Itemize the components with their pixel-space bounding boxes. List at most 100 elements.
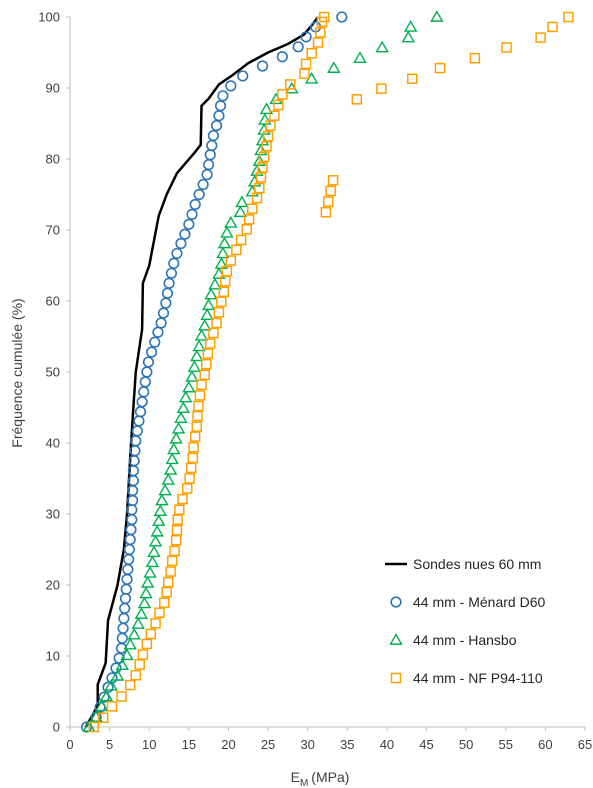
- data-point-triangle: [110, 668, 125, 681]
- data-point-square: [225, 255, 237, 266]
- data-point-circle: [122, 563, 134, 575]
- data-point-circle: [125, 524, 137, 536]
- data-point-circle: [142, 356, 155, 368]
- data-point-square: [320, 207, 332, 218]
- x-tick-label: 5: [106, 737, 113, 752]
- data-point-triangle: [192, 339, 206, 352]
- data-point-circle: [201, 169, 213, 181]
- data-point-triangle: [165, 452, 179, 465]
- data-point-square: [98, 712, 109, 724]
- chart-marks: [81, 10, 574, 733]
- legend-item: Sondes nues 60 mm: [385, 556, 541, 572]
- data-point-square: [235, 234, 247, 246]
- data-point-square: [213, 307, 225, 318]
- data-point-circle: [193, 188, 205, 201]
- data-point-triangle: [216, 246, 230, 259]
- data-point-circle: [146, 346, 158, 358]
- data-point-circle: [168, 257, 180, 269]
- x-tick-label: 65: [578, 737, 592, 752]
- data-point-circle: [117, 622, 129, 634]
- data-point-triangle: [327, 61, 341, 73]
- data-point-square: [116, 691, 127, 702]
- data-point-square: [201, 358, 212, 370]
- x-tick-label: 30: [300, 737, 314, 752]
- data-point-square: [241, 224, 252, 235]
- data-point-triangle: [167, 442, 181, 455]
- data-point-circle: [197, 178, 209, 191]
- data-point-square: [216, 296, 227, 307]
- x-tick-label: 35: [340, 737, 354, 752]
- data-point-square: [161, 586, 172, 598]
- data-point-square: [172, 514, 184, 525]
- data-point-circle: [138, 386, 150, 398]
- data-point-circle: [118, 612, 130, 624]
- data-point-triangle: [220, 225, 234, 238]
- data-point-square: [327, 175, 339, 186]
- data-point-triangle: [163, 463, 178, 475]
- data-point-circle: [121, 573, 133, 585]
- data-point-square: [124, 679, 136, 691]
- data-point-triangle: [194, 328, 209, 341]
- data-point-circle: [102, 681, 114, 693]
- data-point-circle: [120, 583, 132, 595]
- data-point-triangle: [134, 607, 149, 619]
- data-point-triangle: [353, 51, 367, 64]
- data-point-square: [106, 701, 118, 712]
- data-point-circle: [160, 297, 172, 309]
- data-point-triangle: [104, 678, 118, 691]
- x-tick-label: 10: [142, 737, 156, 752]
- data-point-square: [188, 442, 199, 453]
- data-point-triangle: [254, 143, 268, 156]
- data-point-triangle: [235, 195, 249, 208]
- data-point-circle: [225, 80, 237, 92]
- data-point-circle: [300, 31, 312, 43]
- data-point-circle: [116, 632, 128, 644]
- data-point-square: [130, 669, 142, 681]
- data-point-triangle: [143, 566, 157, 578]
- data-point-square: [251, 192, 263, 204]
- x-tick-label: 60: [538, 737, 552, 752]
- data-point-square: [177, 493, 188, 505]
- legend-label: 44 mm - Hansbo: [413, 632, 517, 648]
- data-point-circle: [123, 553, 135, 566]
- data-point-circle: [123, 543, 136, 556]
- y-tick-label: 70: [46, 223, 60, 238]
- series-triangle: [82, 10, 444, 732]
- data-point-triangle: [158, 483, 172, 496]
- data-point-square: [159, 597, 170, 608]
- y-tick-label: 100: [38, 10, 60, 25]
- data-point-triangle: [185, 370, 199, 382]
- data-point-square: [174, 504, 185, 515]
- data-point-triangle: [208, 277, 222, 290]
- data-point-square: [306, 47, 317, 59]
- data-point-square: [166, 555, 178, 567]
- data-point-triangle: [217, 236, 232, 249]
- data-point-square: [315, 27, 326, 38]
- data-point-triangle: [259, 102, 274, 115]
- data-point-circle: [163, 277, 175, 289]
- data-point-circle: [183, 218, 195, 230]
- data-point-square: [547, 21, 558, 33]
- data-point-triangle: [258, 113, 272, 125]
- data-point-triangle: [197, 318, 212, 331]
- data-point-square: [376, 83, 387, 94]
- data-point-square: [299, 68, 310, 80]
- data-point-square: [254, 182, 265, 194]
- data-point-triangle: [224, 215, 238, 228]
- data-point-square: [221, 265, 233, 277]
- data-point-square: [182, 483, 193, 494]
- data-point-square: [187, 452, 199, 464]
- series-line: [84, 16, 319, 728]
- data-point-triangle: [115, 658, 129, 671]
- data-point-triangle: [140, 575, 155, 588]
- data-point-triangle: [161, 473, 175, 485]
- data-point-circle: [210, 120, 223, 132]
- data-point-triangle: [403, 20, 418, 32]
- data-point-circle: [136, 396, 148, 408]
- data-point-triangle: [169, 431, 183, 444]
- data-point-circle: [113, 652, 125, 664]
- data-point-triangle: [176, 401, 191, 414]
- data-point-triangle: [200, 308, 214, 321]
- data-point-square: [277, 89, 288, 100]
- legend-label: Sondes nues 60 mm: [413, 556, 541, 572]
